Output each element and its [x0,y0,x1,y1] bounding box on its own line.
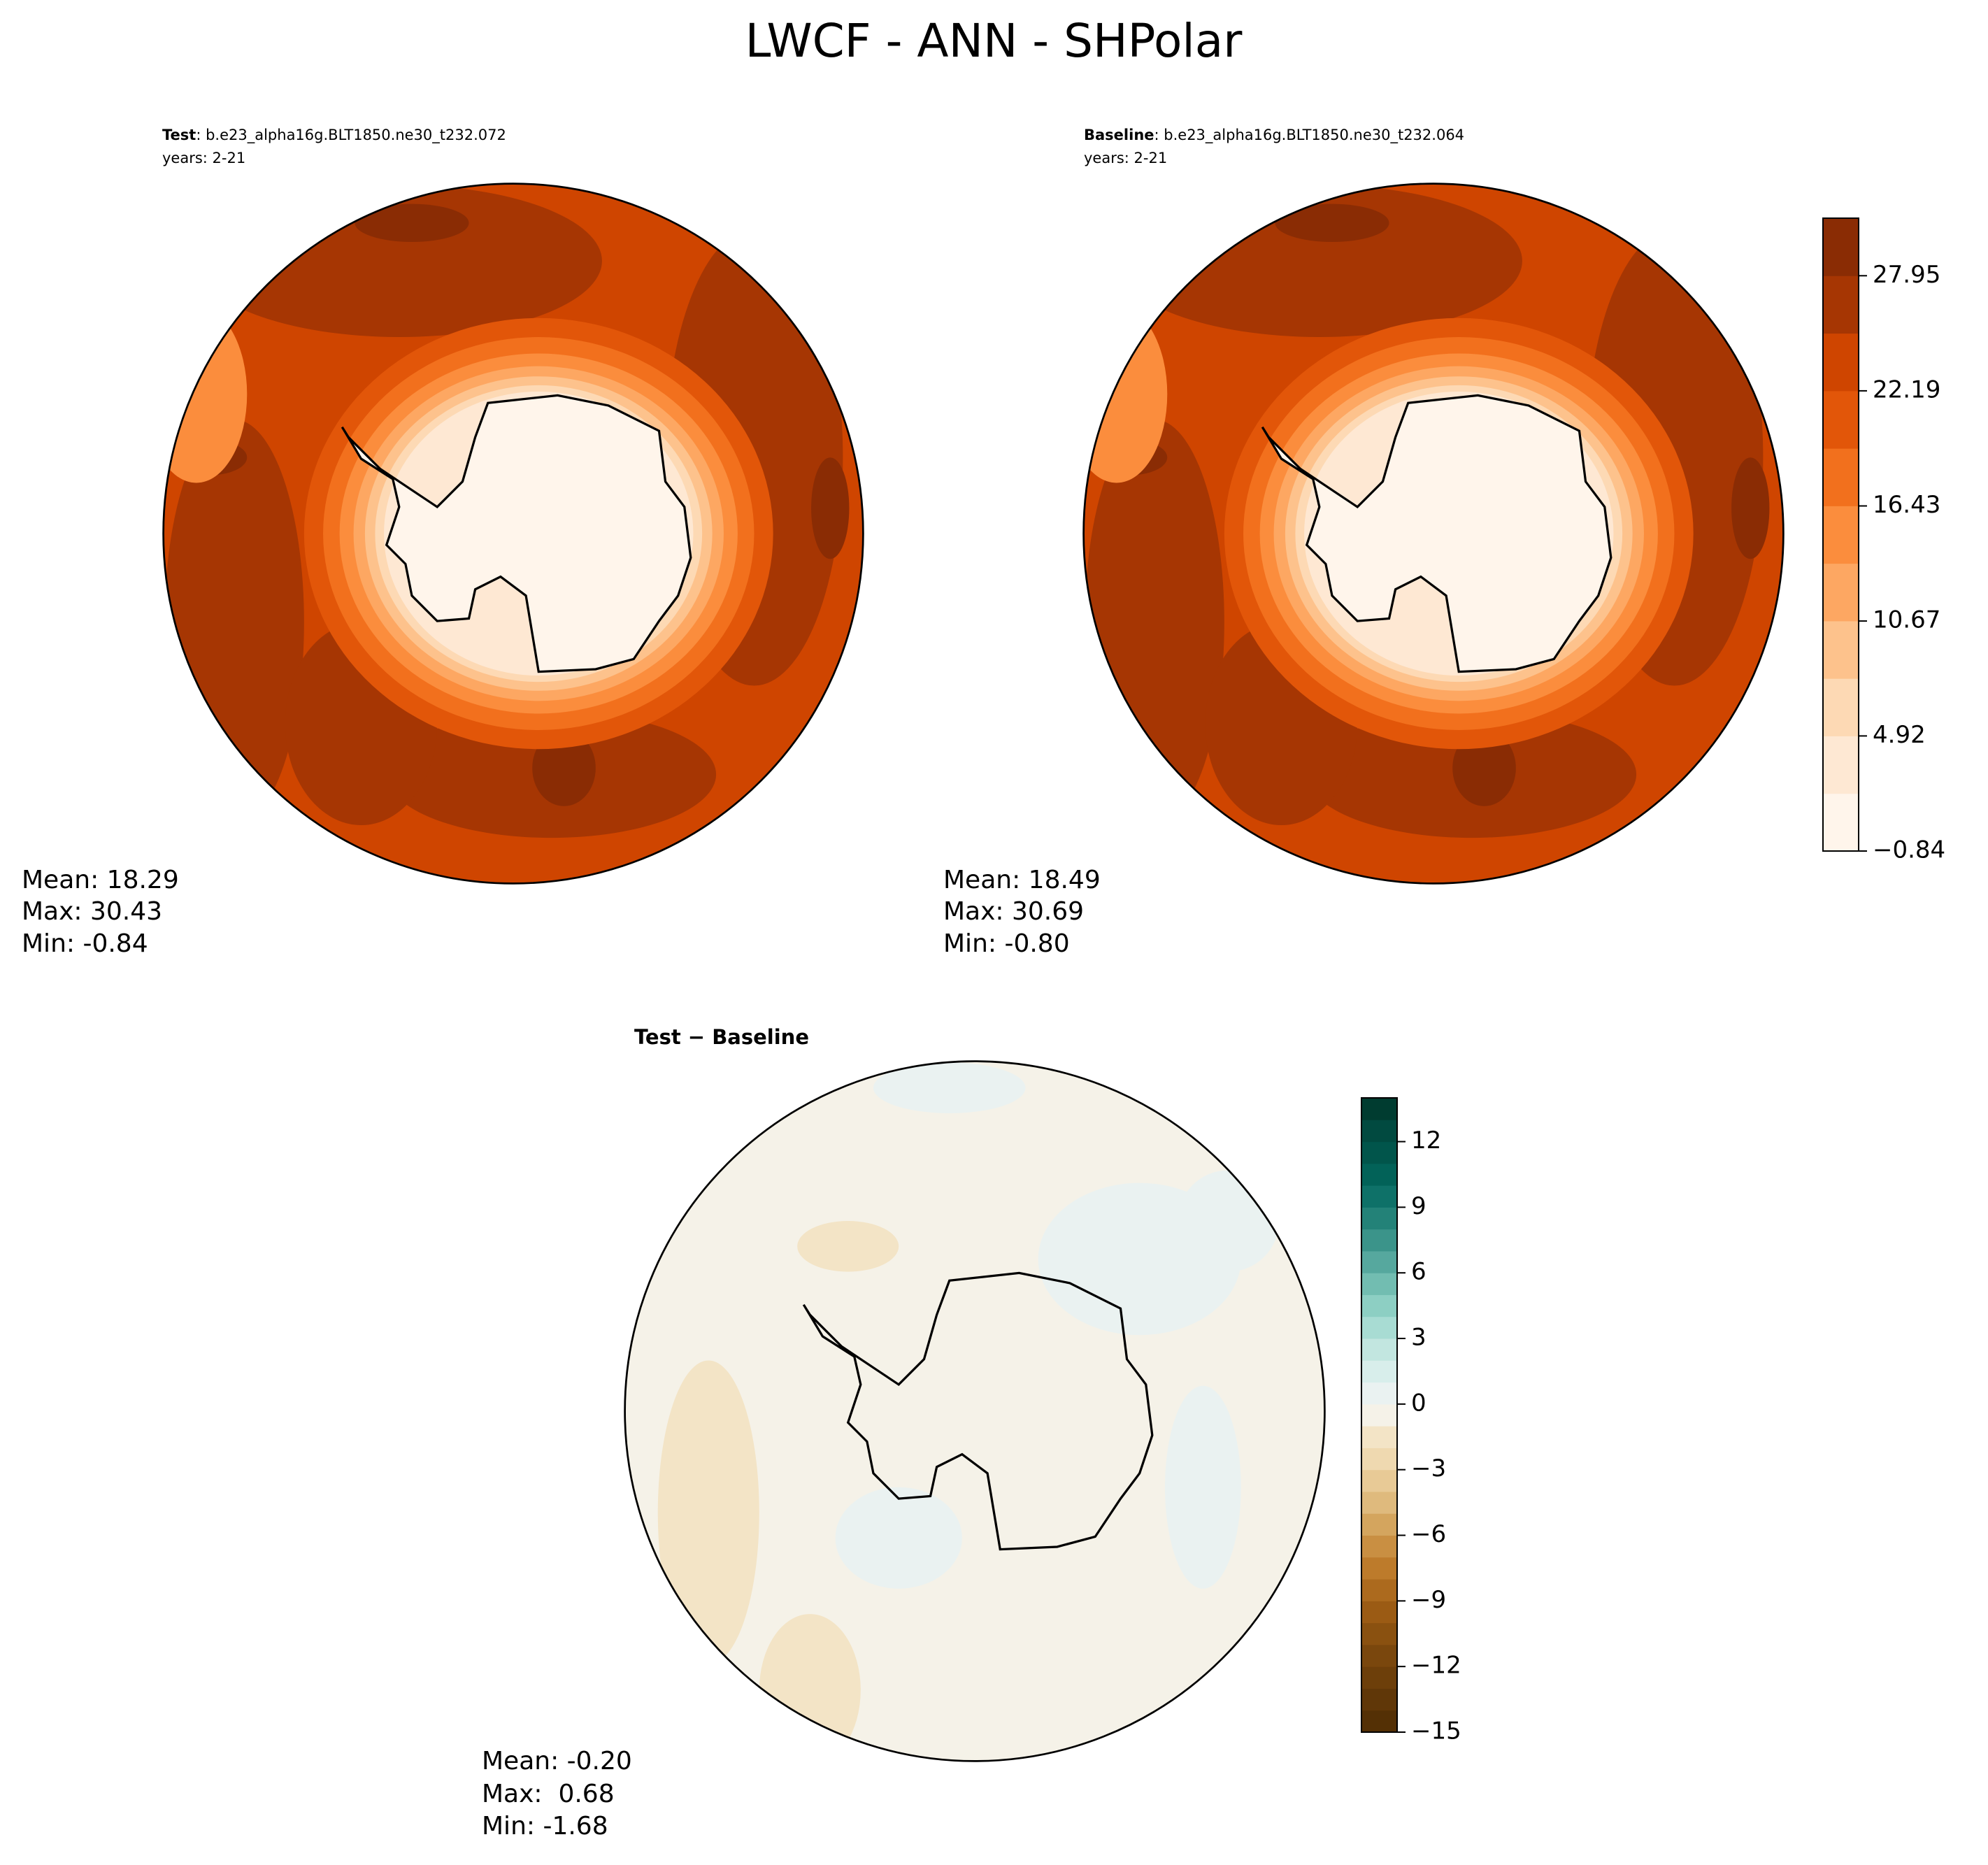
contour-field [1066,184,1783,884]
map-boundary [624,1060,1326,1762]
colorbar-band [1361,1120,1397,1143]
colorbar-band [1361,1513,1397,1536]
colorbar-tick-label: 27.95 [1873,261,1940,289]
colorbar-band [1361,1207,1397,1230]
colorbar-band [1361,1273,1397,1295]
colorbar-tick-label: 10.67 [1873,606,1940,634]
colorbar-frame [1822,217,1859,852]
colorbar-band [1823,276,1859,334]
colorbar-tick-label: 22.19 [1873,376,1940,403]
stat-mean: Mean: 18.29 [22,866,179,894]
colorbar-frame [1361,1097,1398,1733]
colorbar-band [1361,1579,1397,1601]
colorbar-tick-label: −12 [1411,1652,1461,1680]
colorbar-band [1361,1250,1397,1273]
colorbar-band [1823,218,1859,276]
map [624,1060,1326,1766]
panel-case: : b.e23_alpha16g.BLT1850.ne30_t232.064 [1154,127,1465,144]
figure-title: LWCF - ANN - SHPolar [745,14,1243,68]
colorbar-band [1361,1382,1397,1405]
colorbar-band [1361,1294,1397,1317]
colorbar-band [1823,563,1859,622]
colorbar-tick-label: −6 [1411,1520,1446,1548]
stat-min: Min: -1.68 [482,1812,608,1841]
panel-header: Test: b.e23_alpha16g.BLT1850.ne30_t232.0… [162,127,506,144]
colorbar-band [1361,1141,1397,1164]
stat-mean: Mean: 18.49 [943,866,1101,894]
colorbar-band [1361,1469,1397,1492]
map [145,183,864,885]
colorbar-band [1823,678,1859,736]
colorbar-tick-label: 0 [1411,1389,1426,1417]
colorbar-band [1361,1448,1397,1471]
colorbar-band [1361,1360,1397,1383]
panel-header: Baseline: b.e23_alpha16g.BLT1850.ne30_t2… [1084,127,1464,144]
colorbar-band [1361,1491,1397,1514]
panel-case: : b.e23_alpha16g.BLT1850.ne30_t232.072 [196,127,506,144]
colorbar-tick-label: −9 [1411,1586,1446,1614]
colorbar-tick-label: −15 [1411,1717,1461,1745]
colorbar-band [1361,1557,1397,1580]
colorbar-band [1823,390,1859,449]
contour-field [145,184,863,884]
colorbar-tick-label: 3 [1411,1324,1426,1352]
panel-header: Test − Baseline [634,1025,809,1049]
map-boundary [162,183,864,885]
colorbar-tick-label: −3 [1411,1455,1446,1482]
map [1066,183,1785,885]
colorbar-tick-label: 4.92 [1873,721,1926,749]
colorbar-band [1361,1622,1397,1645]
colorbar-tick-label: 6 [1411,1258,1426,1286]
colorbar-band [1361,1338,1397,1361]
colorbar-band [1361,1688,1397,1711]
map-boundary [1082,183,1785,885]
stat-min: Min: -0.84 [22,929,148,958]
stat-max: Max: 0.68 [482,1780,615,1808]
colorbar-tick-label: 16.43 [1873,491,1940,519]
colorbar-tick-label: −0.84 [1873,836,1945,864]
colorbar-band [1361,1644,1397,1667]
colorbar-band [1361,1229,1397,1252]
colorbar-band [1823,736,1859,794]
colorbar-band [1361,1666,1397,1689]
stat-max: Max: 30.43 [22,897,162,926]
stat-min: Min: -0.80 [943,929,1070,958]
colorbar-band [1361,1098,1397,1120]
colorbar-band [1823,793,1859,852]
panel-years: years: 2-21 [1084,150,1167,166]
colorbar-tick-label: 12 [1411,1127,1441,1155]
colorbar-band [1361,1601,1397,1624]
colorbar-band [1823,448,1859,506]
panel-years: years: 2-21 [162,150,245,166]
colorbar-tick-label: 9 [1411,1192,1426,1220]
panel-label: Baseline [1084,127,1154,143]
colorbar-band [1361,1426,1397,1448]
colorbar-band [1823,333,1859,392]
stat-max: Max: 30.69 [943,897,1084,926]
colorbar-band [1361,1535,1397,1558]
colorbar-band [1361,1163,1397,1186]
stat-mean: Mean: -0.20 [482,1747,632,1775]
colorbar-band [1361,1710,1397,1733]
colorbar-band [1361,1403,1397,1427]
colorbar-band [1361,1316,1397,1339]
colorbar-band [1823,620,1859,679]
colorbar-band [1823,506,1859,564]
panel-label: Test [162,127,196,143]
colorbar-band [1361,1185,1397,1208]
